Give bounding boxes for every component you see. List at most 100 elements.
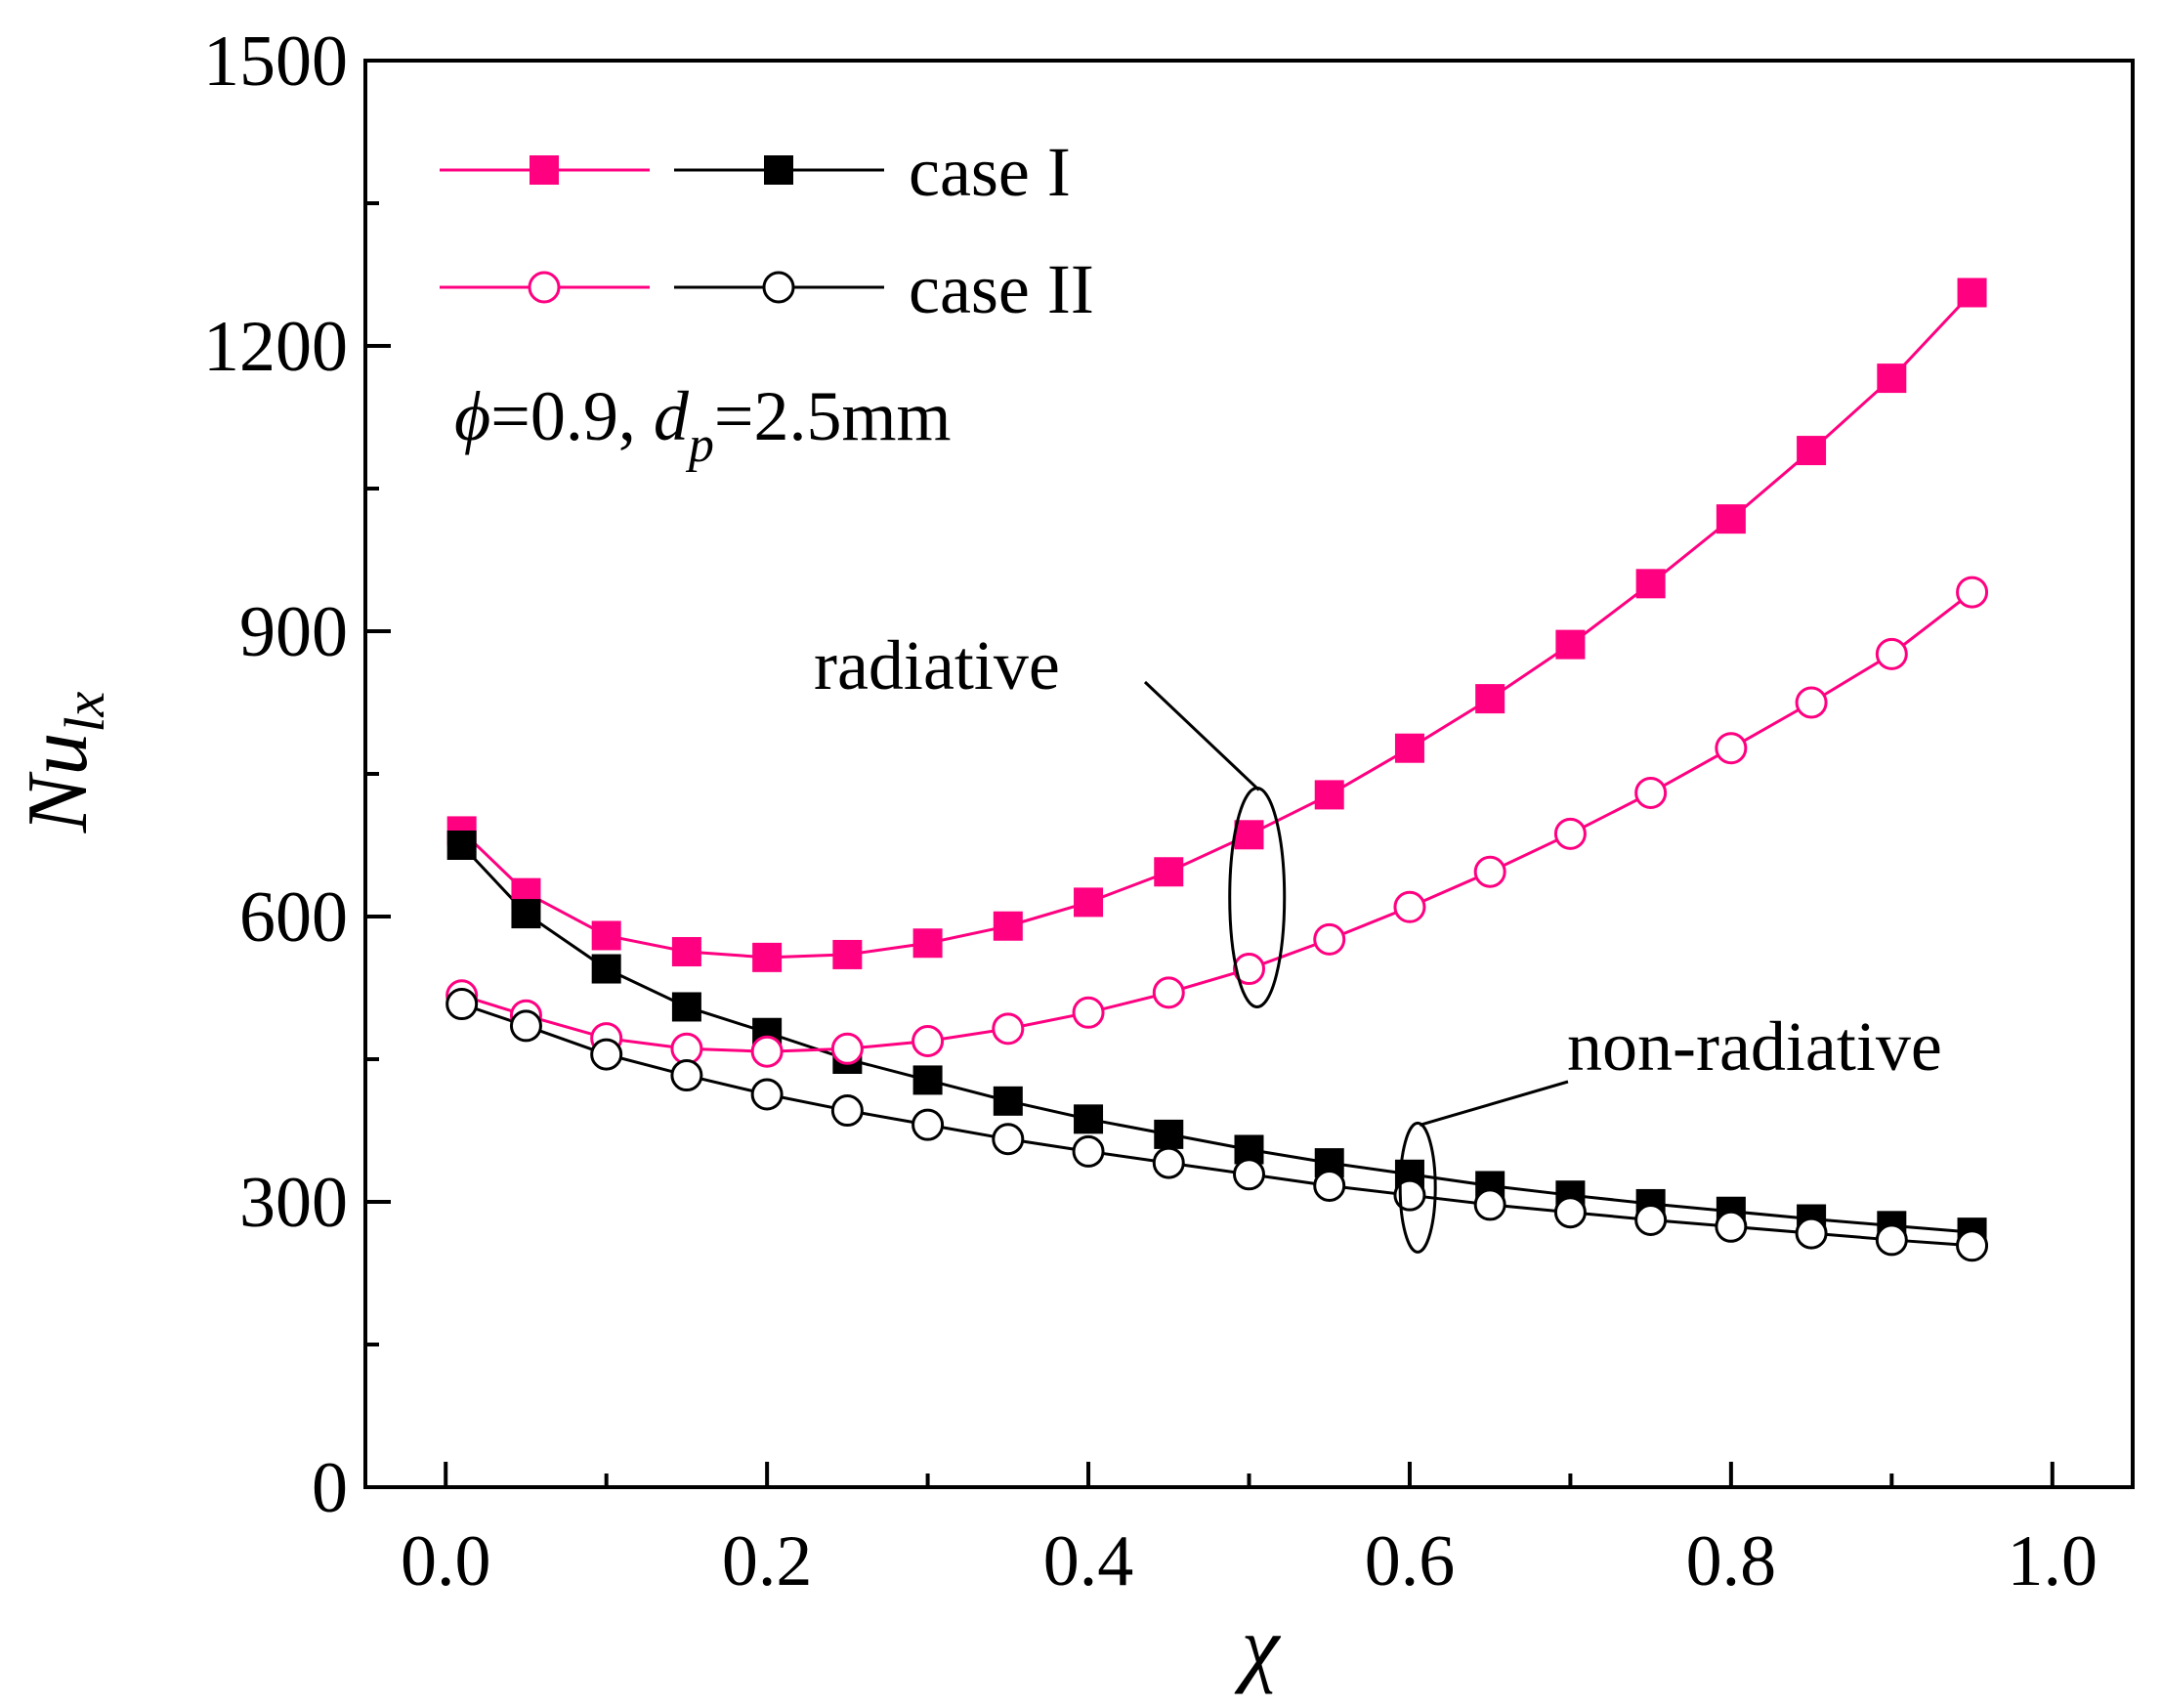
y-tick-label: 0 — [312, 1448, 348, 1528]
y-tick-label: 1200 — [203, 307, 348, 387]
data-point-circle — [750, 1078, 784, 1111]
data-point-circle — [1956, 1229, 1989, 1262]
annotation-ellipse-non-radiative — [1398, 1121, 1437, 1254]
data-point-circle — [911, 1108, 945, 1141]
data-point-square — [1475, 684, 1505, 714]
data-point-square — [1234, 820, 1264, 850]
data-point-square — [1716, 504, 1746, 534]
legend-label-case-2: case II — [909, 250, 1094, 328]
data-point-circle — [1795, 1217, 1828, 1250]
data-point-circle — [1956, 576, 1989, 609]
data-point-square — [511, 899, 541, 929]
data-point-square — [1154, 1119, 1184, 1149]
annotation-leader-non-radiative — [1419, 1080, 1569, 1127]
data-point-circle — [1715, 732, 1748, 765]
data-point-circle — [670, 1059, 703, 1092]
x-tick-label: 0.0 — [401, 1521, 491, 1601]
data-point-square — [1635, 569, 1666, 599]
legend-marker-case-2-radiative — [528, 271, 561, 304]
data-point-circle — [992, 1012, 1025, 1046]
plot-layer: 0 300 600 900 1200 1500 0.0 0.2 0.4 0.6 0.8 1.0 — [203, 21, 2135, 1601]
data-point-circle — [509, 1009, 542, 1043]
data-point-circle — [1553, 1196, 1587, 1229]
y-axis-title-sub: lx — [53, 691, 116, 732]
plot-frame — [363, 59, 2135, 1489]
data-point-circle — [1152, 976, 1185, 1009]
svg-text:Nulx: Nulx — [11, 691, 116, 833]
x-axis-title: χ — [1234, 1601, 1282, 1695]
data-point-circle — [1393, 1178, 1426, 1212]
data-point-circle — [670, 1032, 703, 1065]
legend-label-case-1: case I — [909, 133, 1071, 211]
data-point-square — [671, 937, 701, 967]
data-point-circle — [590, 1038, 623, 1071]
data-point-square — [1957, 278, 1987, 308]
x-tick-label: 0.6 — [1365, 1521, 1456, 1601]
data-point-circle — [1072, 1134, 1105, 1168]
annotation-leader-radiative — [1143, 680, 1260, 791]
data-point-circle — [1875, 1223, 1908, 1257]
data-point-circle — [992, 1123, 1025, 1156]
data-point-square — [832, 939, 863, 969]
y-axis-title: Nulx — [11, 691, 116, 833]
data-point-square — [1314, 780, 1344, 810]
annotation-radiative: radiative — [814, 626, 1060, 705]
legend-marker-case-1-radiative — [530, 155, 559, 185]
data-point-circle — [1313, 922, 1346, 956]
annotation-non-radiative: non-radiative — [1567, 1007, 1942, 1086]
y-tick-label: 900 — [239, 592, 348, 672]
data-point-square — [591, 954, 621, 984]
data-point-circle — [830, 1094, 864, 1128]
data-point-circle — [1875, 637, 1908, 670]
data-point-square — [671, 992, 701, 1022]
data-point-circle — [1072, 996, 1105, 1029]
data-point-circle — [1553, 817, 1587, 850]
data-point-square — [446, 831, 477, 860]
data-point-circle — [1634, 1203, 1668, 1236]
dp-value: =2.5mm — [714, 377, 952, 455]
data-point-square — [912, 928, 943, 959]
data-point-square — [1555, 629, 1586, 660]
legend: case I case II — [440, 133, 1094, 328]
x-tick-label: 0.4 — [1043, 1521, 1134, 1601]
data-point-circle — [1473, 855, 1506, 888]
data-point-square — [752, 942, 783, 972]
data-point-square — [1074, 887, 1104, 918]
data-point-square — [1074, 1104, 1104, 1134]
data-point-circle — [830, 1032, 864, 1065]
x-tick-label: 0.8 — [1686, 1521, 1777, 1601]
dp-subscript: p — [685, 417, 714, 473]
phi-symbol: ϕ — [454, 377, 490, 455]
dp-symbol: d — [654, 377, 690, 455]
data-point-circle — [1473, 1188, 1506, 1221]
data-point-square — [1877, 363, 1907, 394]
data-point-circle — [911, 1025, 945, 1058]
data-point-square — [912, 1065, 943, 1095]
data-point-square — [1797, 436, 1827, 466]
data-point-circle — [1233, 953, 1265, 986]
y-tick-label: 300 — [239, 1163, 348, 1243]
data-point-circle — [1634, 776, 1668, 809]
parameter-text: ϕ=0.9, dp=2.5mm — [454, 377, 952, 473]
x-tick-label: 0.2 — [722, 1521, 813, 1601]
y-axis-title-main: Nu — [11, 733, 106, 834]
data-point-circle — [750, 1035, 784, 1068]
data-point-circle — [1313, 1169, 1346, 1202]
data-point-square — [1394, 733, 1424, 763]
data-point-circle — [1715, 1210, 1748, 1243]
data-point-square — [1154, 857, 1184, 887]
data-point-square — [993, 1086, 1023, 1116]
data-point-circle — [445, 988, 479, 1021]
data-point-square — [591, 920, 621, 951]
legend-marker-case-1-nonrad — [764, 155, 793, 185]
x-tick-label: 1.0 — [2008, 1521, 2098, 1601]
data-point-circle — [1795, 686, 1828, 719]
phi-value: =0.9, — [490, 377, 636, 455]
y-tick-label: 1500 — [203, 21, 348, 102]
data-point-circle — [1152, 1146, 1185, 1179]
y-tick-label: 600 — [239, 877, 348, 958]
data-point-square — [993, 911, 1023, 941]
legend-marker-case-2-nonrad — [762, 271, 795, 304]
